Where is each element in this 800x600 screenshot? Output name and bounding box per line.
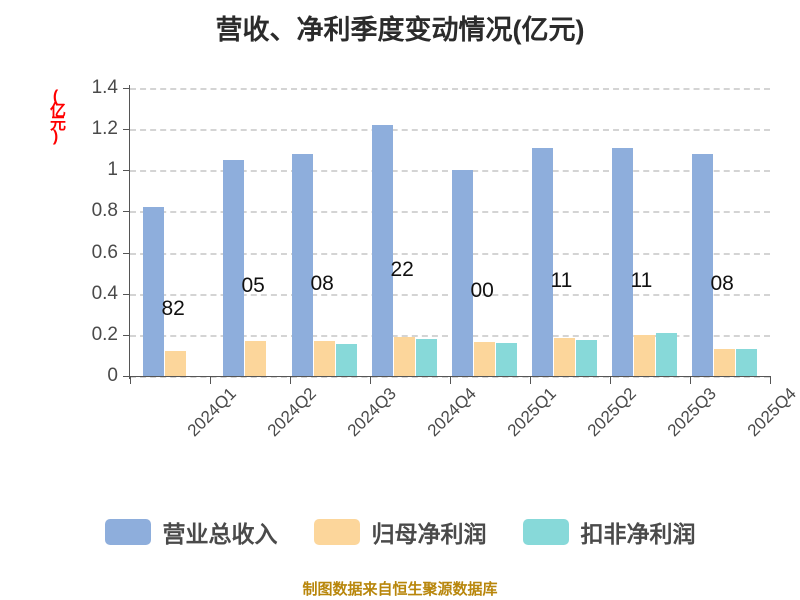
bar-group: 82 [130, 88, 210, 376]
x-axis-tick-label: 2025Q3 [663, 384, 720, 441]
bar-value-label: 08 [710, 271, 734, 295]
y-axis-tick-label: 0.2 [91, 323, 118, 345]
y-axis-tick-mark [123, 129, 130, 131]
footer-note: 制图数据来自恒生聚源数据库 [302, 581, 498, 598]
y-axis-tick-mark [123, 170, 130, 172]
legend-item[interactable]: 扣非净利润 [522, 515, 696, 549]
legend-label: 归母净利润 [371, 521, 487, 547]
chart-legend: 营业总收入 归母净利润 扣非净利润 [0, 515, 800, 549]
gridline [130, 88, 770, 90]
x-axis-tick-label: 2025Q4 [743, 384, 800, 441]
legend-swatch-icon [522, 519, 569, 545]
x-axis-tick-label: 2024Q1 [183, 384, 240, 441]
bar-group: 11 [610, 88, 690, 376]
gridline [130, 170, 770, 173]
legend-swatch-icon [104, 519, 151, 545]
y-axis-unit-label: (亿元) [47, 88, 64, 142]
bar-value-label: 08 [310, 271, 334, 295]
bar-deducted-net-profit[interactable] [575, 340, 597, 376]
y-axis-tick-label: 1.2 [91, 118, 118, 140]
bar-deducted-net-profit[interactable] [735, 349, 757, 376]
y-axis-tick-mark [123, 293, 130, 295]
bar-value-label: 00 [470, 279, 494, 303]
bar-net-profit[interactable] [164, 351, 186, 376]
y-axis-tick-mark [123, 211, 130, 213]
y-axis-tick-mark [123, 334, 130, 336]
y-axis-line [129, 85, 130, 379]
x-axis-tick-label: 2024Q3 [343, 384, 400, 441]
bar-deducted-net-profit[interactable] [335, 344, 357, 376]
bar-net-profit[interactable] [553, 337, 575, 376]
y-axis-tick-label: 1 [107, 159, 118, 181]
bar-group: 22 [370, 88, 450, 376]
gridline [130, 211, 770, 214]
y-axis-tick-label: 0.8 [91, 200, 118, 222]
bar-net-profit[interactable] [713, 349, 735, 376]
x-axis-tick-mark [690, 376, 691, 384]
bar-group: 00 [450, 88, 530, 376]
bar-net-profit[interactable] [473, 342, 495, 376]
bar-net-profit[interactable] [313, 341, 335, 376]
x-axis-tick-mark [450, 376, 451, 384]
bar-revenue[interactable] [371, 125, 393, 376]
bar-group: 08 [290, 88, 370, 376]
bar-revenue[interactable] [611, 147, 633, 376]
bar-group: 08 [690, 88, 770, 376]
x-axis-tick-mark [210, 376, 211, 384]
bar-group: 05 [210, 88, 290, 376]
bar-revenue[interactable] [222, 160, 244, 376]
x-axis-tick-label: 2025Q2 [583, 384, 640, 441]
bar-net-profit[interactable] [633, 334, 655, 376]
legend-swatch-icon [313, 519, 360, 545]
bar-revenue[interactable] [531, 147, 553, 376]
bar-net-profit[interactable] [244, 341, 266, 376]
y-axis-tick-label: 0 [107, 365, 118, 386]
bar-revenue[interactable] [142, 207, 164, 376]
x-axis-tick-mark [610, 376, 611, 384]
x-axis-tick-mark [770, 376, 771, 384]
bar-value-label: 11 [550, 268, 573, 292]
y-axis-tick-mark [123, 376, 130, 377]
y-axis-tick-label: 0.4 [91, 282, 118, 304]
bar-value-label: 11 [630, 268, 653, 292]
gridline [130, 334, 770, 337]
legend-item[interactable]: 归母净利润 [313, 515, 487, 549]
bar-revenue[interactable] [691, 153, 713, 376]
bar-deducted-net-profit[interactable] [495, 343, 517, 376]
x-axis-tick-mark [290, 376, 291, 384]
x-axis-tick-mark [130, 376, 131, 384]
legend-label: 扣非净利润 [580, 521, 696, 547]
x-axis-tick-marks [0, 376, 800, 386]
gridline [130, 293, 770, 296]
bar-value-label: 82 [161, 296, 185, 320]
legend-item[interactable]: 营业总收入 [104, 515, 278, 549]
x-axis-tick-label: 2024Q4 [423, 384, 480, 441]
bar-value-label: 22 [390, 258, 414, 282]
x-axis-tick-label: 2024Q2 [263, 384, 320, 441]
page-title: 营收、净利季度变动情况(亿元) [215, 15, 585, 45]
y-axis-tick-mark [123, 252, 130, 254]
x-axis-tick-mark [530, 376, 531, 384]
gridline [130, 129, 770, 132]
y-axis-tick-mark [123, 88, 130, 89]
bar-deducted-net-profit[interactable] [655, 332, 677, 376]
gridline [130, 252, 770, 255]
x-axis-tick-label: 2025Q1 [503, 384, 560, 441]
bar-deducted-net-profit[interactable] [415, 338, 437, 376]
plot-area: 82 05 08 22 00 11 11 08 [130, 88, 770, 378]
y-axis-tick-label: 0.6 [91, 241, 118, 263]
legend-label: 营业总收入 [162, 521, 278, 547]
bar-group: 11 [530, 88, 610, 376]
bar-value-label: 05 [241, 274, 265, 298]
bar-net-profit[interactable] [393, 336, 415, 376]
y-axis-tick-label: 1.4 [91, 77, 118, 98]
bar-revenue[interactable] [291, 153, 313, 376]
x-axis-tick-mark [370, 376, 371, 384]
y-axis-tick-labels: 0 0.2 0.4 0.6 0.8 1 1.2 1.4 [58, 0, 118, 600]
bar-revenue[interactable] [451, 170, 473, 376]
